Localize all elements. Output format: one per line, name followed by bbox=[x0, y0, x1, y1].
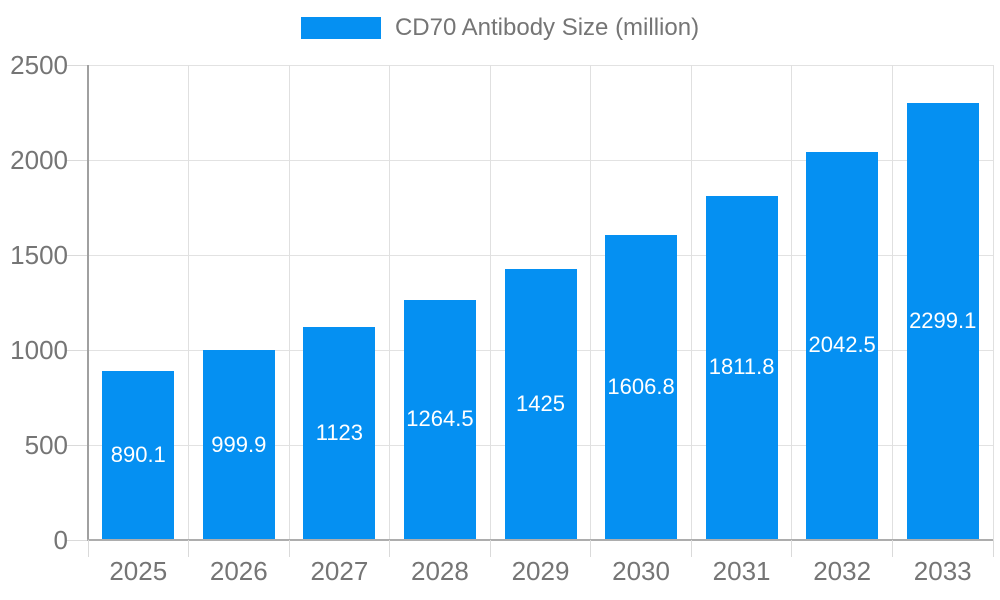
y-axis-tick-label: 500 bbox=[24, 430, 68, 460]
x-gridline bbox=[891, 65, 893, 540]
bar-value-label: 890.1 bbox=[110, 441, 166, 467]
x-axis-tick-label: 2032 bbox=[813, 556, 872, 586]
bar[interactable]: 1811.8 bbox=[705, 195, 778, 539]
bar-value-label: 1264.5 bbox=[406, 406, 474, 432]
x-tick bbox=[590, 540, 592, 557]
bar-value-label: 1123 bbox=[315, 419, 364, 445]
legend-label: CD70 Antibody Size (million) bbox=[394, 14, 700, 41]
x-axis-tick-label: 2028 bbox=[411, 556, 469, 586]
bar[interactable]: 1264.5 bbox=[403, 299, 476, 539]
y-axis-tick-label: 1000 bbox=[10, 335, 68, 365]
y-axis-line bbox=[87, 65, 89, 541]
x-gridline bbox=[590, 65, 592, 540]
x-tick bbox=[188, 540, 190, 557]
x-tick bbox=[288, 540, 290, 557]
x-gridline bbox=[288, 65, 290, 540]
x-axis-tick-label: 2027 bbox=[310, 556, 369, 586]
y-gridline bbox=[88, 159, 993, 161]
bar[interactable]: 1606.8 bbox=[605, 234, 678, 539]
bar-value-label: 1606.8 bbox=[607, 373, 675, 399]
x-tick bbox=[992, 540, 994, 557]
x-gridline bbox=[389, 65, 391, 540]
x-axis-tick-label: 2026 bbox=[209, 556, 268, 586]
x-axis-tick-label: 2025 bbox=[109, 556, 168, 586]
x-axis-tick-label: 2030 bbox=[612, 556, 670, 586]
bar-value-label: 2042.5 bbox=[808, 332, 876, 358]
bar[interactable]: 890.1 bbox=[102, 370, 175, 539]
x-tick bbox=[791, 540, 793, 557]
x-gridline bbox=[791, 65, 793, 540]
y-axis-tick-label: 2000 bbox=[10, 145, 68, 175]
bar-value-label: 999.9 bbox=[211, 431, 267, 457]
bar[interactable]: 2299.1 bbox=[906, 103, 979, 539]
legend-swatch bbox=[300, 17, 381, 39]
x-tick bbox=[389, 540, 391, 557]
x-tick bbox=[87, 540, 89, 557]
y-tick bbox=[66, 444, 88, 446]
x-gridline bbox=[489, 65, 491, 540]
y-tick bbox=[66, 349, 88, 351]
x-gridline bbox=[690, 65, 692, 540]
legend[interactable]: CD70 Antibody Size (million) bbox=[0, 14, 1000, 42]
x-tick bbox=[690, 540, 692, 557]
y-tick bbox=[66, 159, 88, 161]
x-tick bbox=[891, 540, 893, 557]
y-axis-tick-label: 1500 bbox=[10, 240, 68, 270]
bar-value-label: 1811.8 bbox=[708, 354, 775, 380]
y-tick bbox=[66, 64, 88, 66]
bar[interactable]: 2042.5 bbox=[806, 151, 879, 539]
x-axis-line bbox=[87, 539, 993, 541]
y-tick bbox=[66, 254, 88, 256]
x-axis-tick-label: 2033 bbox=[913, 556, 972, 586]
bar-value-label: 1425 bbox=[516, 391, 565, 417]
y-tick bbox=[66, 539, 88, 541]
x-axis-tick-label: 2031 bbox=[712, 556, 771, 586]
x-gridline bbox=[992, 65, 994, 540]
bar[interactable]: 1425 bbox=[504, 269, 577, 539]
x-gridline bbox=[188, 65, 190, 540]
y-axis-tick-label: 0 bbox=[53, 525, 68, 555]
x-axis-tick-label: 2029 bbox=[511, 556, 570, 586]
y-gridline bbox=[88, 64, 993, 66]
bar[interactable]: 1123 bbox=[303, 326, 376, 539]
y-gridline bbox=[88, 254, 993, 256]
x-tick bbox=[489, 540, 491, 557]
y-axis-tick-label: 2500 bbox=[10, 50, 68, 80]
bar-value-label: 2299.1 bbox=[909, 308, 977, 334]
bar[interactable]: 999.9 bbox=[202, 350, 275, 539]
